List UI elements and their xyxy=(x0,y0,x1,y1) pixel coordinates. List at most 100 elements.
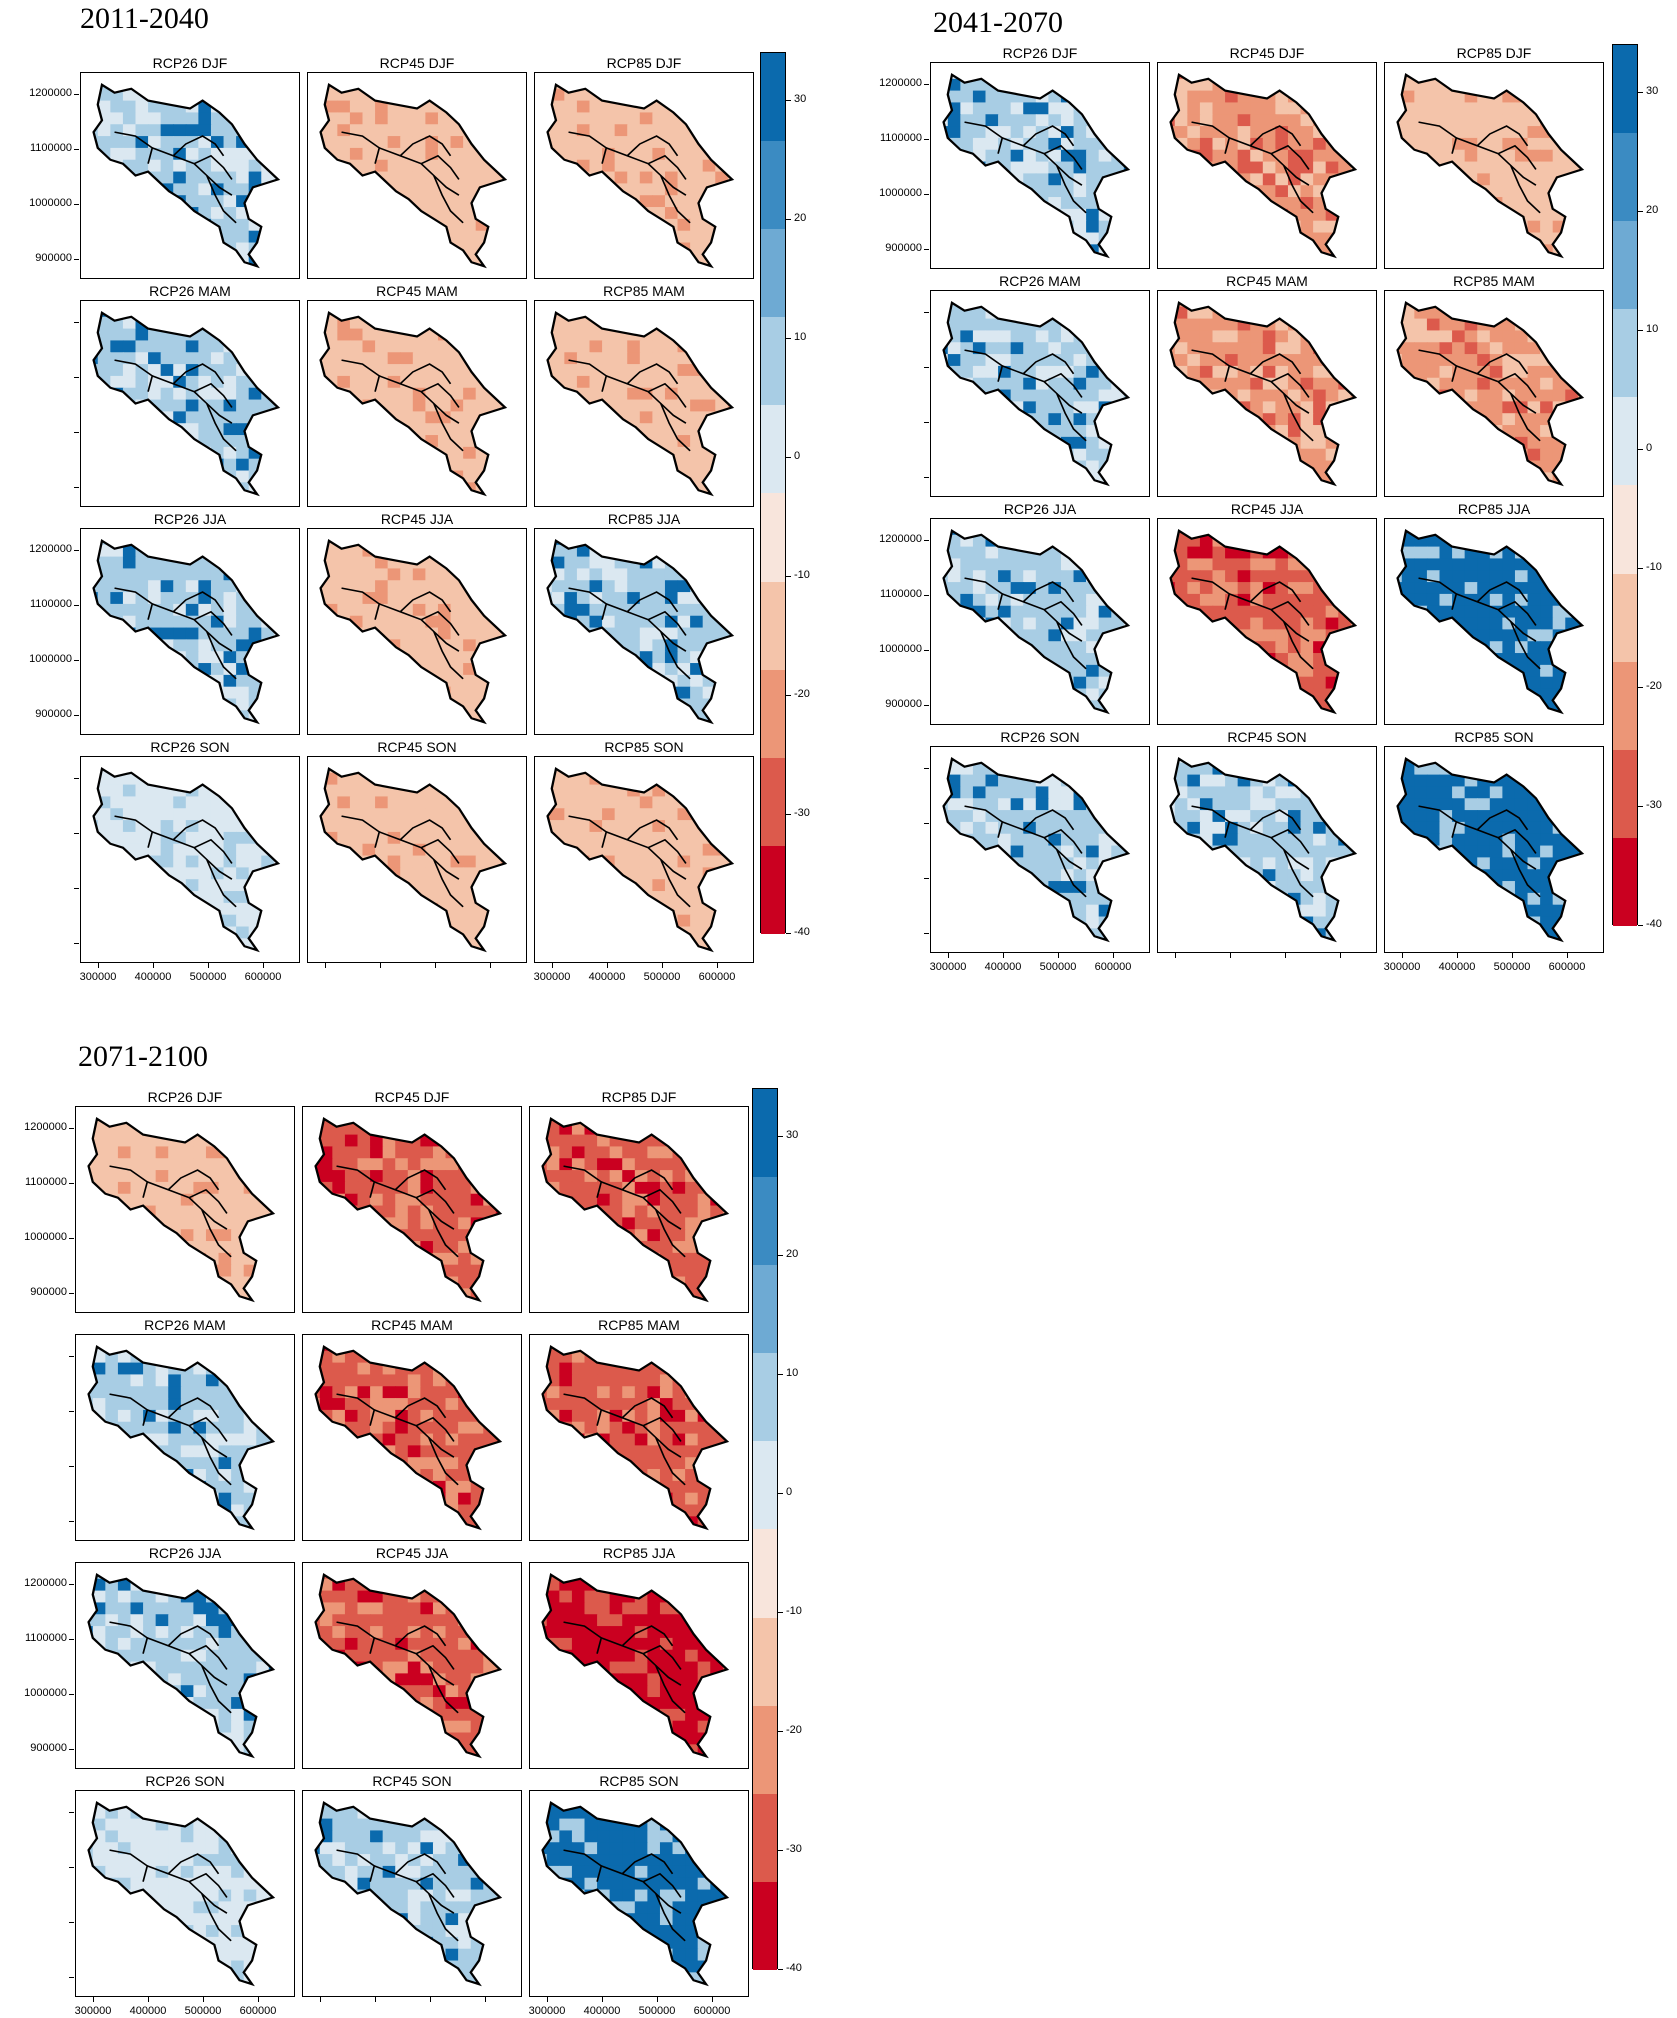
raster-cell xyxy=(513,915,526,927)
raster-cell xyxy=(1162,221,1175,233)
raster-cell xyxy=(173,494,186,506)
raster-cell xyxy=(136,557,149,569)
raster-cell xyxy=(236,183,249,195)
raster-cell xyxy=(98,435,111,447)
raster-cell xyxy=(413,494,426,506)
raster-cell xyxy=(476,592,489,604)
raster-cell xyxy=(678,710,691,722)
raster-cell xyxy=(274,317,287,329)
raster-cell xyxy=(513,879,526,891)
raster-cell xyxy=(973,437,986,449)
raster-cell xyxy=(740,459,753,471)
raster-cell xyxy=(1590,173,1603,185)
raster-cell xyxy=(615,447,628,459)
raster-cell xyxy=(413,400,426,412)
raster-cell xyxy=(1187,342,1200,354)
raster-cell xyxy=(476,545,489,557)
raster-cell xyxy=(1313,102,1326,114)
raster-cell xyxy=(451,195,464,207)
raster-cell xyxy=(161,482,174,494)
raster-cell xyxy=(488,364,501,376)
raster-cell xyxy=(740,136,753,148)
raster-cell xyxy=(1440,185,1453,197)
raster-cell xyxy=(690,796,703,808)
raster-cell xyxy=(935,401,948,413)
raster-cell xyxy=(236,411,249,423)
raster-cell xyxy=(973,425,986,437)
raster-cell xyxy=(463,219,476,231)
raster-cell xyxy=(123,663,136,675)
raster-cell xyxy=(935,209,948,221)
raster-cell xyxy=(148,844,161,856)
raster-cell xyxy=(501,482,514,494)
raster-cell xyxy=(690,231,703,243)
raster-cell xyxy=(564,710,577,722)
raster-cell xyxy=(665,266,678,278)
raster-cell xyxy=(740,352,753,364)
raster-cell xyxy=(173,447,186,459)
raster-cell xyxy=(363,879,376,891)
raster-cell xyxy=(161,533,174,545)
raster-cell xyxy=(615,938,628,950)
raster-cell xyxy=(740,243,753,255)
raster-cell xyxy=(413,604,426,616)
raster-cell xyxy=(703,89,716,101)
raster-cell xyxy=(1162,91,1175,103)
raster-cell xyxy=(539,317,552,329)
raster-cell xyxy=(476,580,489,592)
raster-cell xyxy=(1250,162,1263,174)
map-svg xyxy=(81,301,299,506)
raster-cell xyxy=(236,639,249,651)
raster-cell xyxy=(539,580,552,592)
raster-cell xyxy=(1250,197,1263,209)
raster-cell xyxy=(1590,233,1603,245)
raster-cell xyxy=(363,243,376,255)
map-svg xyxy=(81,757,299,962)
raster-cell xyxy=(173,243,186,255)
raster-cell xyxy=(236,376,249,388)
raster-cell xyxy=(513,545,526,557)
raster-cell xyxy=(337,785,350,797)
raster-cell xyxy=(973,413,986,425)
raster-cell xyxy=(1301,126,1314,138)
raster-cell xyxy=(552,879,565,891)
raster-cell xyxy=(577,533,590,545)
raster-cell xyxy=(1275,114,1288,126)
raster-cell xyxy=(552,459,565,471)
raster-cell xyxy=(935,138,948,150)
raster-cell xyxy=(1074,185,1087,197)
raster-cell xyxy=(337,148,350,160)
raster-cell xyxy=(110,243,123,255)
raster-cell xyxy=(148,231,161,243)
raster-cell xyxy=(211,305,224,317)
raster-cell xyxy=(728,231,741,243)
raster-cell xyxy=(1313,330,1326,342)
raster-cell xyxy=(1363,221,1376,233)
raster-cell xyxy=(136,124,149,136)
raster-cell xyxy=(715,796,728,808)
raster-cell xyxy=(249,557,262,569)
raster-cell xyxy=(1225,378,1238,390)
raster-cell xyxy=(98,903,111,915)
raster-cell xyxy=(590,832,603,844)
raster-cell xyxy=(501,352,514,364)
raster-cell xyxy=(1452,197,1465,209)
raster-cell xyxy=(161,124,174,136)
raster-cell xyxy=(986,461,999,473)
raster-cell xyxy=(388,722,401,734)
raster-cell xyxy=(286,915,299,927)
raster-cell xyxy=(615,820,628,832)
raster-cell xyxy=(261,699,274,711)
raster-cell xyxy=(261,148,274,160)
raster-cell xyxy=(274,879,287,891)
raster-cell xyxy=(363,675,376,687)
raster-cell xyxy=(463,340,476,352)
raster-cell xyxy=(539,459,552,471)
raster-cell xyxy=(615,915,628,927)
raster-cell xyxy=(388,112,401,124)
raster-cell xyxy=(173,616,186,628)
raster-cell xyxy=(274,773,287,785)
raster-cell xyxy=(161,112,174,124)
map-svg xyxy=(81,73,299,278)
raster-cell xyxy=(1086,437,1099,449)
